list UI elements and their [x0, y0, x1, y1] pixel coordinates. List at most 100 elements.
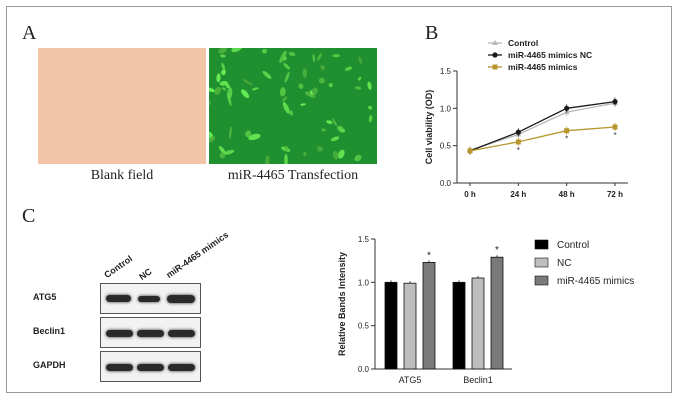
fluorescent-cell	[279, 50, 287, 64]
band-gapdh-mimics	[168, 364, 195, 371]
fluorescent-cell	[241, 89, 250, 99]
fluorescence-cells	[209, 48, 373, 164]
fluorescent-cell	[227, 87, 233, 100]
legend-label: miR-4465 mimics	[508, 62, 578, 72]
fluorescent-cell	[209, 87, 215, 92]
legend-marker	[492, 40, 498, 45]
fluorescent-cell	[231, 48, 243, 53]
blot-label-gapdh: GAPDH	[33, 360, 66, 370]
legend-swatch	[534, 239, 549, 250]
panel-label-a: A	[22, 22, 37, 44]
data-point	[612, 124, 618, 130]
fluorescent-cell	[282, 101, 290, 114]
fluorescent-cell	[284, 153, 288, 164]
fluorescent-cell	[311, 87, 318, 95]
x-tick-label: Beclin1	[463, 375, 493, 385]
data-point	[612, 99, 618, 105]
panel-label-c: C	[22, 205, 36, 227]
fluorescent-cell	[316, 146, 323, 152]
y-tick-label: 1.5	[358, 235, 370, 244]
y-axis-label: Relative Bands Intensity	[337, 252, 347, 356]
fluorescent-cell	[242, 79, 253, 86]
fluorescent-cell	[218, 48, 228, 54]
fluorescent-cell	[298, 83, 304, 90]
significance-mark: *	[427, 250, 431, 261]
fluorescent-cell	[326, 120, 333, 124]
band-beclin1-control	[106, 330, 133, 337]
band-atg5-control	[106, 295, 131, 302]
fluorescent-cell	[209, 100, 211, 109]
x-tick-label: 48 h	[559, 190, 575, 199]
fluorescent-cell	[248, 133, 261, 141]
fluorescent-cell	[288, 51, 296, 57]
fluorescent-cell	[251, 87, 259, 91]
fluorescent-cell	[332, 54, 341, 58]
y-axis-label: Cell viability (OD)	[424, 90, 434, 165]
cell-viability-chart: 0.0 0.5 1.0 1.5 0 h 24 h 48 h 72 h Cell viabilit…	[424, 40, 628, 199]
y-tick-label: 1.0	[440, 104, 452, 113]
fluorescent-cell	[312, 54, 316, 62]
figure-border	[6, 6, 672, 393]
blank-field-caption: Blank field	[90, 168, 154, 183]
significance-mark: *	[495, 245, 499, 256]
fluorescent-cell	[355, 86, 362, 90]
data-point	[564, 105, 570, 111]
legend-label: Control	[557, 240, 589, 251]
blot-label-beclin1: Beclin1	[33, 326, 66, 336]
data-point	[564, 128, 570, 134]
band-beclin1-nc	[137, 330, 164, 337]
fluorescent-cell	[368, 115, 373, 123]
y-tick-label: 0.5	[358, 322, 370, 331]
band-atg5-nc	[138, 296, 160, 302]
fluorescent-cell	[225, 83, 230, 89]
fluorescent-cell	[262, 48, 267, 54]
y-tick-label: 0.5	[440, 142, 452, 151]
fluorescent-cell	[216, 73, 221, 83]
x-tick-label: ATG5	[399, 375, 422, 385]
fluorescent-cell	[368, 105, 373, 110]
fluorescent-cell	[344, 66, 353, 71]
blot-strip-atg5	[100, 283, 201, 314]
x-tick-label: 72 h	[607, 190, 623, 199]
legend-swatch	[534, 257, 549, 268]
bar-atg5-2	[422, 262, 436, 370]
fluorescent-cell	[300, 103, 306, 106]
band-atg5-mimics	[167, 295, 195, 303]
fluorescent-cell	[337, 125, 344, 131]
band-beclin1-mimics	[168, 330, 195, 337]
fluorescent-cell	[229, 126, 232, 139]
fluorescent-cell	[284, 145, 289, 151]
legend-marker	[492, 64, 498, 70]
data-point	[467, 148, 473, 154]
fluorescent-cell	[357, 76, 362, 81]
fluorescent-cell	[330, 136, 340, 142]
fluorescent-cell	[214, 86, 222, 95]
fluorescent-cell	[284, 71, 290, 83]
series-line-2	[469, 126, 616, 152]
fluorescent-cell	[303, 151, 307, 157]
fluorescent-cell	[221, 62, 226, 72]
fluorescent-cell	[302, 68, 308, 78]
fluorescent-cell	[332, 151, 339, 160]
fluorescent-cell	[282, 96, 288, 102]
fluorescent-cell	[224, 149, 235, 155]
x-tick-label: 24 h	[510, 190, 526, 199]
fluorescent-cell	[289, 110, 293, 116]
fluorescent-cell	[316, 52, 323, 61]
fluorescent-cell	[262, 70, 272, 79]
y-tick-label: 1.5	[440, 67, 452, 76]
legend-label: NC	[557, 258, 571, 269]
bar-beclin1-1	[471, 277, 485, 370]
significance-mark: *	[517, 146, 520, 155]
y-tick-label: 0.0	[358, 365, 370, 374]
fluorescent-cell	[279, 87, 286, 97]
data-point	[515, 139, 521, 145]
transfection-caption: miR-4465 Transfection	[227, 168, 359, 183]
fluorescent-cell	[331, 118, 338, 127]
fluorescent-cell	[358, 56, 363, 64]
bar-beclin1-0	[452, 281, 466, 370]
significance-mark: *	[613, 131, 616, 140]
legend-label: miR-4465 mimics NC	[508, 50, 592, 60]
fluorescent-cell	[219, 81, 228, 86]
